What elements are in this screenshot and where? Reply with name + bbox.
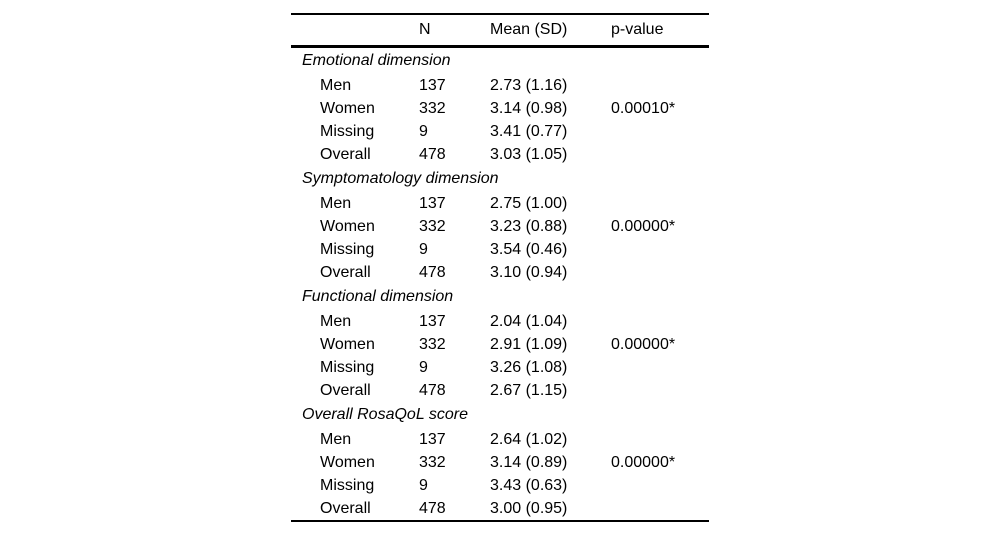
mean-sd-cell: 2.64 (1.02) — [490, 430, 568, 448]
mean-sd-cell: 3.26 (1.08) — [490, 358, 568, 376]
p-value-cell — [611, 379, 709, 402]
mean-sd-cell: 3.14 (0.89) — [490, 453, 568, 471]
section-title: Symptomatology dimension — [302, 170, 499, 187]
n-cell: 137 — [419, 312, 446, 330]
n-cell: 137 — [419, 430, 446, 448]
p-value-cell: 0.00010* — [611, 99, 676, 117]
p-value-cell — [611, 356, 709, 379]
p-value-cell: 0.00000* — [611, 453, 676, 471]
row-label-cell: Men — [320, 430, 352, 448]
mean-sd-cell: 3.03 (1.05) — [490, 145, 568, 163]
p-value-cell — [611, 74, 709, 97]
row-label-cell: Missing — [320, 122, 375, 140]
col-header-p-value: p-value — [611, 15, 709, 48]
p-value-cell — [611, 261, 709, 284]
col-header-n: N — [419, 15, 490, 48]
table-row: Missing 9 3.54 (0.46) — [291, 238, 709, 261]
row-label-cell: Overall — [320, 381, 371, 399]
row-label-cell: Women — [320, 335, 375, 353]
section-row: Emotional dimension — [291, 47, 709, 75]
table-row: Missing 9 3.26 (1.08) — [291, 356, 709, 379]
p-value-cell — [611, 497, 709, 520]
table-row: Overall 478 3.03 (1.05) — [291, 143, 709, 166]
row-label-cell: Missing — [320, 358, 375, 376]
table-row: Overall 478 3.00 (0.95) — [291, 497, 709, 520]
mean-sd-cell: 3.23 (0.88) — [490, 217, 568, 235]
n-cell: 9 — [419, 476, 428, 494]
table-row: Overall 478 2.67 (1.15) — [291, 379, 709, 402]
stats-table-container: N Mean (SD) p-value Emotional dimension M… — [291, 13, 709, 522]
mean-sd-cell: 3.43 (0.63) — [490, 476, 568, 494]
header-row: N Mean (SD) p-value — [291, 15, 709, 48]
mean-sd-cell: 2.75 (1.00) — [490, 194, 568, 212]
table-row: Missing 9 3.41 (0.77) — [291, 120, 709, 143]
n-cell: 478 — [419, 145, 446, 163]
stats-table: N Mean (SD) p-value Emotional dimension M… — [291, 15, 709, 520]
mean-sd-cell: 3.41 (0.77) — [490, 122, 568, 140]
p-value-cell — [611, 143, 709, 166]
section-row: Functional dimension — [291, 284, 709, 310]
mean-sd-cell: 3.00 (0.95) — [490, 499, 568, 517]
n-cell: 9 — [419, 240, 428, 258]
p-value-cell — [611, 474, 709, 497]
table-row: Men 137 2.04 (1.04) — [291, 310, 709, 333]
mean-sd-cell: 3.10 (0.94) — [490, 263, 568, 281]
n-cell: 332 — [419, 453, 446, 471]
p-value-cell: 0.00000* — [611, 335, 676, 353]
n-cell: 332 — [419, 99, 446, 117]
mean-sd-cell: 2.04 (1.04) — [490, 312, 568, 330]
section-title: Functional dimension — [302, 288, 454, 305]
p-value-cell — [611, 310, 709, 333]
table-row: Men 137 2.64 (1.02) — [291, 428, 709, 451]
section-title: Overall RosaQoL score — [302, 406, 468, 423]
p-value-cell — [611, 192, 709, 215]
table-body: Emotional dimension Men 137 2.73 (1.16) Wome… — [291, 47, 709, 521]
table-row: Women 332 3.14 (0.89) 0.00000* — [291, 451, 709, 474]
section-row: Symptomatology dimension — [291, 166, 709, 192]
n-cell: 332 — [419, 335, 446, 353]
n-cell: 137 — [419, 76, 446, 94]
col-header-label — [291, 15, 419, 48]
section-title: Emotional dimension — [302, 52, 451, 69]
row-label-cell: Overall — [320, 499, 371, 517]
row-label-cell: Men — [320, 312, 352, 330]
n-cell: 478 — [419, 499, 446, 517]
mean-sd-cell: 3.54 (0.46) — [490, 240, 568, 258]
n-cell: 137 — [419, 194, 446, 212]
p-value-cell: 0.00000* — [611, 217, 676, 235]
row-label-cell: Overall — [320, 145, 371, 163]
row-label-cell: Women — [320, 217, 375, 235]
p-value-cell — [611, 428, 709, 451]
n-cell: 9 — [419, 358, 428, 376]
p-value-cell — [611, 238, 709, 261]
row-label-cell: Women — [320, 99, 375, 117]
table-row: Overall 478 3.10 (0.94) — [291, 261, 709, 284]
section-row: Overall RosaQoL score — [291, 402, 709, 428]
n-cell: 332 — [419, 217, 446, 235]
table-row: Women 332 3.14 (0.98) 0.00010* — [291, 97, 709, 120]
table-row: Women 332 2.91 (1.09) 0.00000* — [291, 333, 709, 356]
table-row: Men 137 2.75 (1.00) — [291, 192, 709, 215]
n-cell: 9 — [419, 122, 428, 140]
p-value-cell — [611, 120, 709, 143]
row-label-cell: Overall — [320, 263, 371, 281]
row-label-cell: Women — [320, 453, 375, 471]
row-label-cell: Men — [320, 76, 352, 94]
mean-sd-cell: 3.14 (0.98) — [490, 99, 568, 117]
mean-sd-cell: 2.67 (1.15) — [490, 381, 568, 399]
table-row: Men 137 2.73 (1.16) — [291, 74, 709, 97]
row-label-cell: Missing — [320, 476, 375, 494]
mean-sd-cell: 2.73 (1.16) — [490, 76, 568, 94]
n-cell: 478 — [419, 381, 446, 399]
table-row: Missing 9 3.43 (0.63) — [291, 474, 709, 497]
col-header-mean-sd: Mean (SD) — [490, 15, 611, 48]
mean-sd-cell: 2.91 (1.09) — [490, 335, 568, 353]
n-cell: 478 — [419, 263, 446, 281]
row-label-cell: Missing — [320, 240, 375, 258]
table-header: N Mean (SD) p-value — [291, 15, 709, 48]
row-label-cell: Men — [320, 194, 352, 212]
table-row: Women 332 3.23 (0.88) 0.00000* — [291, 215, 709, 238]
